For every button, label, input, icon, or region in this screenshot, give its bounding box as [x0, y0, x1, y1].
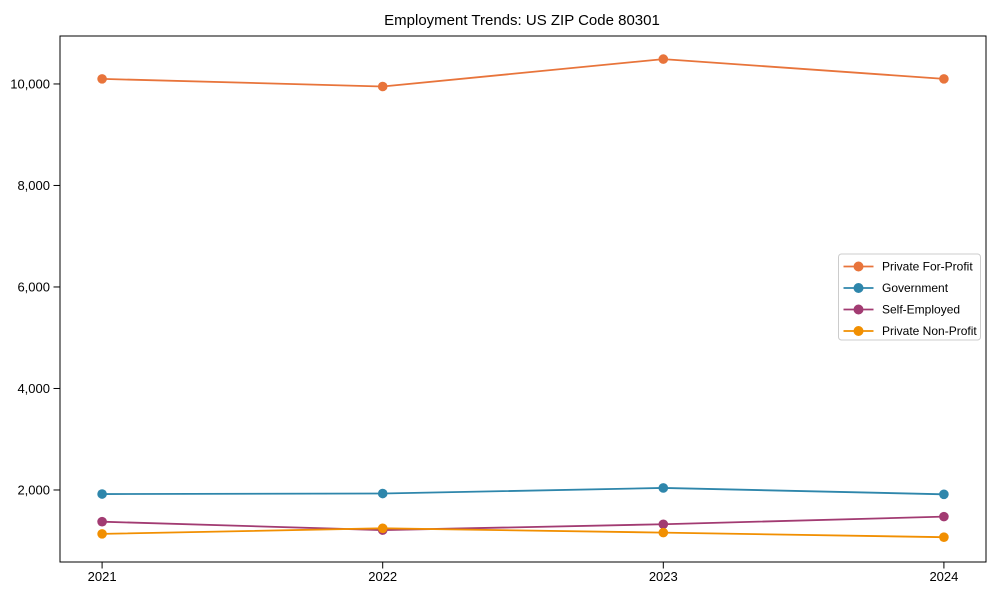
legend-dot-marker-icon — [853, 326, 864, 336]
data-point-government-2023 — [658, 483, 669, 493]
series-line-self-employed — [101, 515, 945, 531]
series-private-for-profit — [97, 54, 949, 92]
legend-label: Private Non-Profit — [882, 324, 977, 338]
data-point-private-for-profit-2021 — [97, 74, 107, 84]
legend-label: Self-Employed — [882, 303, 960, 317]
x-axis-tick-label: 2023 — [649, 569, 678, 584]
series-private-non-profit — [97, 523, 949, 542]
data-point-government-2022 — [377, 488, 388, 499]
data-point-private-for-profit-2024 — [939, 74, 949, 84]
data-point-private-non-profit-2021 — [97, 529, 107, 539]
y-axis-tick-label: 4,000 — [17, 381, 50, 396]
data-point-self-employed-2024 — [939, 511, 949, 522]
legend-box — [838, 253, 981, 341]
y-axis-tick-label: 6,000 — [17, 279, 50, 294]
data-point-self-employed-2023 — [658, 519, 669, 530]
legend-item-private-for-profit: Private For-Profit — [843, 260, 973, 274]
legend-dot-marker-icon — [853, 261, 864, 272]
legend-dot-marker-icon — [853, 304, 864, 315]
x-axis-tick-label: 2024 — [929, 569, 958, 584]
series-line-private-non-profit — [101, 527, 945, 539]
series-line-private-for-profit — [101, 58, 945, 88]
plot-border — [59, 35, 987, 563]
legend-item-government: Government — [843, 281, 949, 295]
data-point-private-non-profit-2024 — [939, 532, 949, 542]
legend: Private For-Profit Government Self-Employe… — [838, 253, 981, 341]
legend-label: Private For-Profit — [882, 260, 973, 274]
legend-item-self-employed: Self-Employed — [843, 303, 960, 317]
data-point-government-2024 — [939, 489, 949, 500]
y-axis-tick-label: 8,000 — [17, 178, 50, 193]
x-axis-tick-label: 2021 — [88, 569, 117, 584]
data-point-private-non-profit-2023 — [658, 527, 669, 538]
legend-label: Government — [882, 281, 949, 295]
y-axis-tick-label: 10,000 — [10, 76, 50, 91]
chart-title: Employment Trends: US ZIP Code 80301 — [384, 12, 660, 29]
x-axis-tick-label: 2022 — [368, 569, 397, 584]
y-axis-tick-label: 2,000 — [17, 482, 50, 497]
data-point-government-2021 — [97, 489, 107, 499]
data-point-private-for-profit-2022 — [377, 81, 388, 92]
data-point-private-for-profit-2023 — [658, 54, 669, 64]
legend-item-private-non-profit: Private Non-Profit — [843, 324, 977, 338]
series-government — [97, 483, 949, 500]
data-point-self-employed-2021 — [97, 516, 107, 527]
series-line-government — [101, 487, 945, 496]
legend-dot-marker-icon — [853, 283, 864, 293]
plot-area: 2,000 4,000 6,000 8,000 10,000 2021 2022 2023 20… — [10, 35, 987, 584]
data-point-private-non-profit-2022 — [377, 523, 388, 534]
